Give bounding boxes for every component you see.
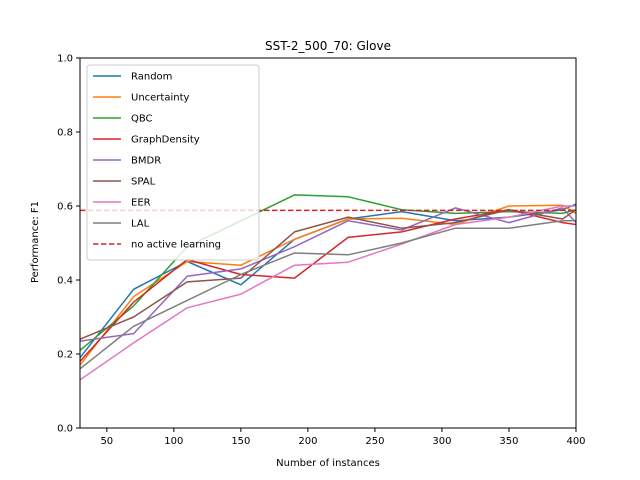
y-axis: 0.0 0.2 0.4 0.6 0.8 1.0 — [57, 54, 80, 435]
y-tick-label: 1.0 — [57, 54, 73, 65]
x-tick-label: 350 — [499, 436, 518, 447]
legend-label: Random — [131, 72, 172, 83]
legend-box — [86, 64, 260, 261]
x-axis-label: Number of instances — [276, 458, 380, 469]
legend-label: no active learning — [131, 240, 221, 251]
plot-frame — [79, 57, 577, 429]
legend-label: Uncertainty — [131, 93, 190, 104]
series-line-eer — [80, 205, 576, 381]
x-tick-label: 50 — [100, 436, 113, 447]
legend-label: QBC — [131, 114, 153, 125]
legend-label: EER — [131, 198, 151, 209]
y-tick-label: 0.6 — [57, 202, 73, 213]
y-tick-label: 0.2 — [57, 350, 73, 361]
x-axis: 50 100 150 200 250 300 350 400 — [100, 428, 586, 447]
x-tick-label: 250 — [365, 436, 384, 447]
chart-title: SST-2_500_70: Glove — [265, 39, 391, 53]
legend: Random Uncertainty QBC GraphDensity BMDR SPAL… — [86, 64, 260, 261]
y-axis-label: Performance: F1 — [30, 201, 41, 283]
series-line-lal — [80, 220, 576, 370]
series-line-bmdr — [80, 207, 576, 342]
x-tick-label: 400 — [566, 436, 585, 447]
legend-label: LAL — [131, 219, 150, 230]
x-tick-label: 150 — [231, 436, 250, 447]
x-tick-label: 100 — [164, 436, 183, 447]
x-tick-label: 200 — [298, 436, 317, 447]
legend-label: GraphDensity — [131, 135, 200, 146]
y-tick-label: 0.8 — [57, 128, 73, 139]
legend-label: SPAL — [131, 177, 156, 188]
legend-label: BMDR — [131, 156, 161, 167]
y-tick-label: 0.4 — [57, 276, 73, 287]
y-tick-label: 0.0 — [57, 424, 73, 435]
x-tick-label: 300 — [432, 436, 451, 447]
plot-area — [80, 194, 576, 381]
